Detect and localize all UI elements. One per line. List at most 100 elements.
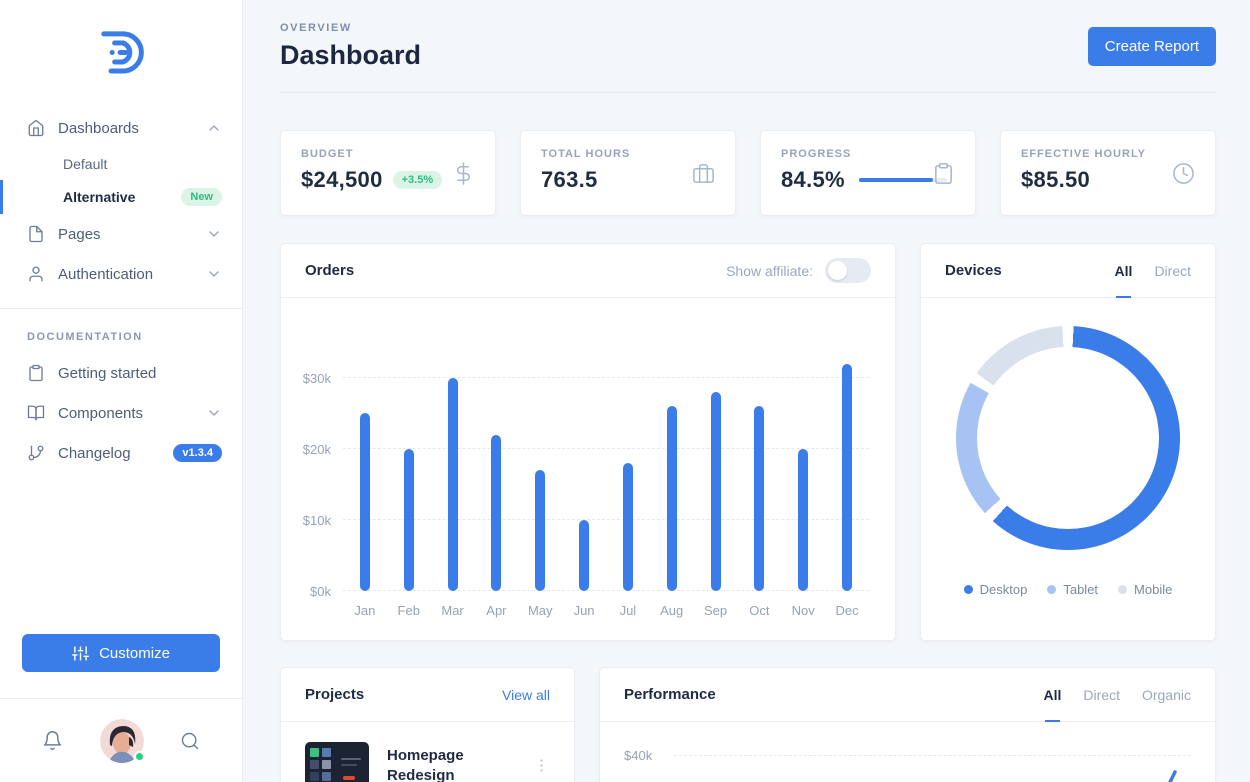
stat-value: 763.5 xyxy=(541,167,598,192)
header-divider xyxy=(280,92,1216,93)
show-affiliate-toggle[interactable] xyxy=(825,258,871,283)
devices-tab-all[interactable]: All xyxy=(1115,244,1132,298)
bar-aug xyxy=(666,406,677,591)
sidebar-item-dashboards[interactable]: Dashboards xyxy=(0,108,242,148)
sidebar-nav: Dashboards Default Alternative New Pages Auth… xyxy=(0,108,242,294)
sidebar-item-getting-started[interactable]: Getting started xyxy=(0,353,242,393)
bar-nov xyxy=(798,449,809,591)
stat-label: BUDGET xyxy=(301,148,354,160)
devices-tab-direct[interactable]: Direct xyxy=(1154,262,1191,279)
devices-card-title: Devices xyxy=(945,262,1002,279)
stat-value: 84.5% xyxy=(781,167,845,192)
avatar-image xyxy=(99,718,144,763)
stat-value: $24,500 xyxy=(301,167,383,192)
performance-tab-organic[interactable]: Organic xyxy=(1141,686,1191,703)
gridline-$10k xyxy=(343,519,869,520)
bar-oct xyxy=(754,406,765,591)
y-axis-tick-label: $10k xyxy=(302,513,331,528)
customize-button[interactable]: Customize xyxy=(22,634,220,672)
legend-label: Mobile xyxy=(1134,582,1173,597)
gridline-$20k xyxy=(343,448,869,449)
app-logo[interactable] xyxy=(0,0,242,108)
stat-label: TOTAL HOURS xyxy=(541,148,631,160)
clock-icon xyxy=(1172,162,1195,190)
sidebar-item-badge: New xyxy=(181,188,222,206)
performance-tab-all[interactable]: All xyxy=(1044,668,1061,722)
sidebar-item-pages[interactable]: Pages xyxy=(0,214,242,254)
legend-item-tablet[interactable]: Tablet xyxy=(1047,582,1098,597)
chevron-down-icon xyxy=(206,266,222,282)
stat-card-effective-hourly: EFFECTIVE HOURLY $85.50 xyxy=(1000,130,1216,216)
x-axis-label-may: May xyxy=(527,603,553,618)
sidebar-item-label: Alternative xyxy=(63,189,136,205)
devices-card: Devices All Direct Desktop Tablet Mobile xyxy=(920,243,1216,641)
main-content: OVERVIEW Dashboard Create Report BUDGET … xyxy=(243,0,1250,782)
chevron-up-icon xyxy=(206,120,222,136)
bar-dec xyxy=(842,364,853,591)
create-report-button[interactable]: Create Report xyxy=(1087,27,1216,66)
stat-value: $85.50 xyxy=(1021,167,1091,192)
sidebar-item-label: Pages xyxy=(58,225,101,243)
gridline-$0k xyxy=(343,590,869,591)
project-title: Homepage Redesign xyxy=(387,747,464,782)
notifications-bell-button[interactable] xyxy=(42,730,63,751)
donut-hole xyxy=(977,347,1159,529)
git-branch-icon xyxy=(27,444,45,462)
sidebar-item-authentication[interactable]: Authentication xyxy=(0,254,242,294)
performance-gridline xyxy=(674,755,1191,756)
sidebar-section-label: DOCUMENTATION xyxy=(27,331,143,343)
view-all-link[interactable]: View all xyxy=(502,686,550,703)
performance-card-title: Performance xyxy=(624,686,716,703)
sidebar-item-components[interactable]: Components xyxy=(0,393,242,433)
bar-feb xyxy=(403,449,414,591)
legend-label: Desktop xyxy=(979,582,1028,597)
bar-jan xyxy=(359,413,370,591)
toggle-knob xyxy=(828,261,847,280)
x-axis-label-jan: Jan xyxy=(354,603,376,618)
bar-may xyxy=(535,470,546,591)
bar-jul xyxy=(622,463,633,591)
project-list-item[interactable]: Homepage Redesign xyxy=(281,722,574,782)
x-axis-label-nov: Nov xyxy=(791,603,815,618)
sidebar-item-label: Default xyxy=(63,156,108,172)
sidebar: Dashboards Default Alternative New Pages Auth… xyxy=(0,0,243,782)
sidebar-item-default[interactable]: Default xyxy=(0,148,242,180)
sidebar-docs-nav: Getting started Components Changelog v1.3.4 xyxy=(0,353,242,473)
y-axis-tick-label: $30k xyxy=(302,371,331,386)
x-axis-label-jun: Jun xyxy=(573,603,595,618)
projects-card: Projects View all Homep xyxy=(280,667,575,782)
legend-dot-desktop xyxy=(963,585,973,594)
legend-item-mobile[interactable]: Mobile xyxy=(1118,582,1172,597)
sidebar-item-label: Changelog xyxy=(58,444,131,462)
x-axis-label-jul: Jul xyxy=(619,603,637,618)
y-axis-tick-label: $20k xyxy=(302,442,331,457)
x-axis-label-aug: Aug xyxy=(660,603,684,618)
performance-line-series xyxy=(1168,770,1177,782)
stat-card-progress: PROGRESS 84.5% xyxy=(760,130,976,216)
stat-card-total-hours: TOTAL HOURS 763.5 xyxy=(520,130,736,216)
sidebar-item-badge: v1.3.4 xyxy=(173,444,222,462)
performance-tab-direct[interactable]: Direct xyxy=(1083,686,1120,703)
legend-dot-mobile xyxy=(1118,585,1128,594)
legend-item-desktop[interactable]: Desktop xyxy=(963,582,1028,597)
online-status-dot xyxy=(133,750,145,762)
sidebar-item-alternative[interactable]: Alternative New xyxy=(0,180,242,214)
user-avatar[interactable] xyxy=(99,718,145,763)
devices-tabs: All Direct xyxy=(1115,244,1191,298)
search-button[interactable] xyxy=(180,731,200,751)
bar-sep xyxy=(710,392,721,591)
stats-row: BUDGET $24,500 +3.5% TOTAL HOURS 763.5 PROG… xyxy=(280,130,1216,216)
sidebar-item-label: Dashboards xyxy=(58,119,139,137)
stat-card-budget: BUDGET $24,500 +3.5% xyxy=(280,130,496,216)
progress-bar xyxy=(858,178,947,182)
briefcase-icon xyxy=(692,162,715,190)
orders-card: Orders Show affiliate: $0k $10k $20k $30k J… xyxy=(280,243,896,641)
x-axis-label-oct: Oct xyxy=(749,603,770,618)
sidebar-divider xyxy=(0,308,242,309)
breadcrumb-eyebrow: OVERVIEW xyxy=(280,22,352,34)
sidebar-item-label: Components xyxy=(58,404,144,422)
project-more-menu-button[interactable] xyxy=(533,757,550,774)
stat-label: PROGRESS xyxy=(781,148,852,160)
sidebar-item-changelog[interactable]: Changelog v1.3.4 xyxy=(0,433,242,473)
